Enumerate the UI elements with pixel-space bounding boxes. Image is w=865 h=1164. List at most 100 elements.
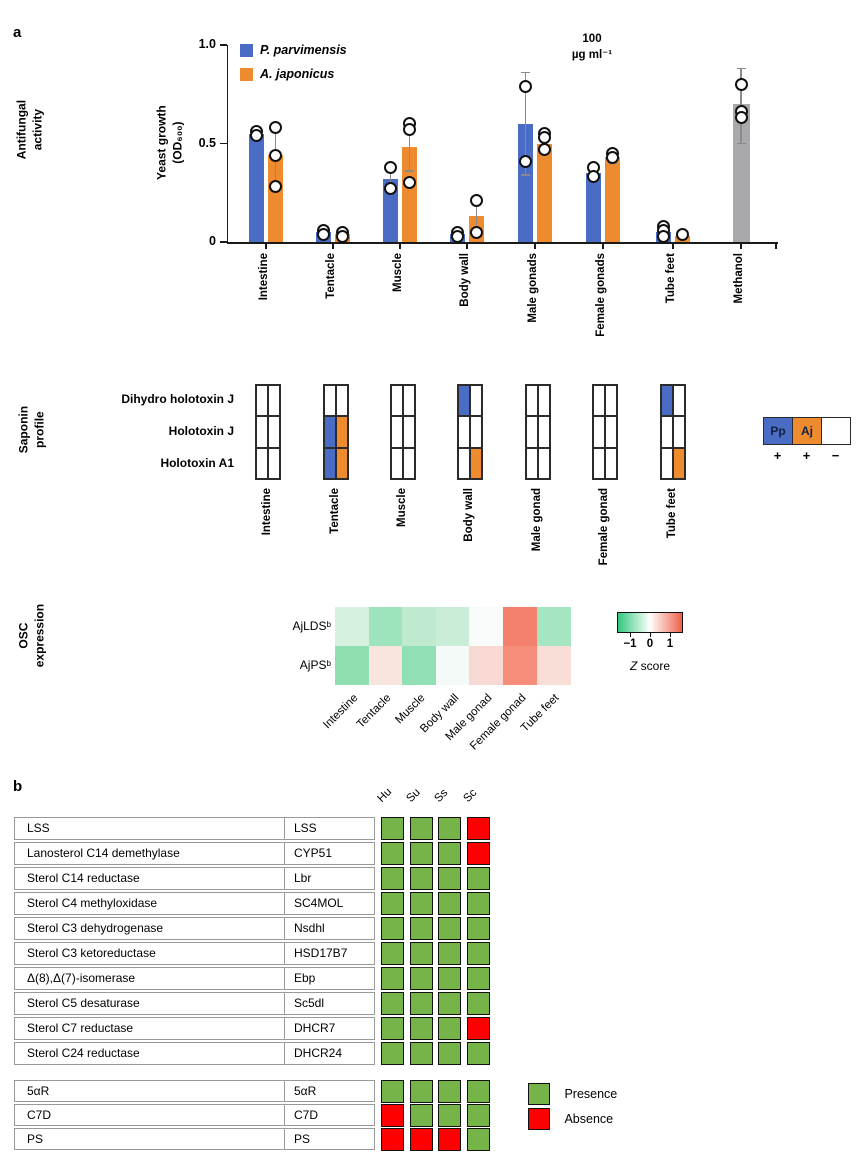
x-tick-mark <box>602 243 604 249</box>
presence-cell <box>466 1127 490 1151</box>
error-bar <box>408 123 411 172</box>
presence-cell <box>381 842 404 865</box>
saponin-grid <box>457 384 483 480</box>
p-parvimensis-swatch <box>240 43 253 57</box>
saponin-grid <box>525 384 551 480</box>
saponin-cell <box>470 385 482 417</box>
saponin-row-label: Holotoxin A1 <box>160 456 234 470</box>
heatmap-cell <box>469 646 504 685</box>
presence-cell <box>381 1017 404 1040</box>
data-point <box>606 150 619 164</box>
presence-cell <box>409 917 433 940</box>
saponin-cell <box>458 447 470 479</box>
presence-cell <box>466 1103 490 1127</box>
enzyme-name: Sterol C4 methyloxidase <box>15 893 285 914</box>
gene-name: C7D <box>294 1108 319 1122</box>
column-header: Hu <box>375 785 395 805</box>
heatmap-cell <box>402 646 437 685</box>
heatmap-cell <box>335 646 370 685</box>
presence-cell <box>466 867 490 890</box>
presence-cell <box>381 1127 404 1151</box>
enzyme-name: Sterol C5 desaturase <box>15 993 285 1014</box>
presence-cell <box>438 1127 461 1151</box>
heatmap-cell <box>536 607 571 646</box>
saponin-cell <box>661 447 673 479</box>
saponin-cell <box>605 385 617 417</box>
presence-cell <box>438 842 461 865</box>
presence-cell <box>466 1079 490 1103</box>
presence-cell <box>409 992 433 1015</box>
gene-name: SC4MOL <box>294 896 344 910</box>
enzyme-name: Sterol C24 reductase <box>15 1043 285 1064</box>
saponin-cell <box>256 447 268 479</box>
saponin-cell <box>593 447 605 479</box>
bar-chart-legend: P. parvimensis A. japonicus <box>240 38 347 86</box>
data-point <box>519 154 532 168</box>
presence-cell <box>466 967 490 990</box>
colorbar-tick-mark <box>630 633 632 637</box>
data-point <box>269 121 282 135</box>
table-row: Sterol C5 desaturase Sc5dl <box>14 992 375 1015</box>
error-bar <box>389 165 392 193</box>
a-japonicus-swatch <box>240 67 253 81</box>
heatmap-row-label: AjPSᵇ <box>299 657 331 672</box>
heatmap-cell <box>536 646 571 685</box>
table-row: PS PS <box>14 1128 375 1150</box>
table-row: Lanosterol C14 demethylase CYP51 <box>14 842 375 865</box>
table-row: Δ(8),Δ(7)-isomerase Ebp <box>14 967 375 990</box>
x-tick-mark <box>399 243 401 249</box>
y-tick-mark <box>219 241 227 243</box>
presence-cell <box>409 842 433 865</box>
gene-name: Sc5dl <box>294 996 325 1010</box>
saponin-legend-sign: + <box>802 448 811 463</box>
x-tick-mark <box>775 243 777 249</box>
presence-cell <box>438 1103 461 1127</box>
y-tick-mark <box>219 44 227 46</box>
enzyme-name: Δ(8),Δ(7)-isomerase <box>15 968 285 989</box>
table-row: LSS LSS <box>14 817 375 840</box>
gene-name: 5αR <box>294 1084 317 1098</box>
presence-swatch <box>528 1083 550 1105</box>
data-point <box>676 227 689 241</box>
presence-cell <box>438 992 461 1015</box>
presence-cell <box>466 992 490 1015</box>
presence-cell <box>381 892 404 915</box>
bar <box>586 173 601 242</box>
heatmap-cell <box>503 646 538 685</box>
colorbar-tick-label: 1 <box>666 638 674 650</box>
heatmap-cell <box>435 646 470 685</box>
presence-cell <box>466 1017 490 1040</box>
saponin-cell <box>673 416 685 448</box>
saponin-cell <box>538 385 550 417</box>
bar <box>732 104 750 242</box>
data-point <box>269 148 282 162</box>
saponin-cell <box>458 416 470 448</box>
table-row: Sterol C7 reductase DHCR7 <box>14 1017 375 1040</box>
saponin-row-label: Holotoxin J <box>168 424 234 438</box>
saponin-cell <box>661 385 673 417</box>
legend-row: P. parvimensis <box>240 38 347 62</box>
colorbar-gradient <box>617 612 683 633</box>
table-row: C7D C7D <box>14 1104 375 1126</box>
data-point <box>403 123 416 137</box>
x-axis-line <box>226 242 778 244</box>
heatmap-cell <box>435 607 470 646</box>
data-point <box>734 111 748 125</box>
y-tick-label: 1.0 <box>198 37 216 51</box>
presence-cell <box>409 892 433 915</box>
colorbar-tick-mark <box>650 633 652 637</box>
gene-name: PS <box>294 1132 311 1146</box>
presence-cell <box>381 942 404 965</box>
bar <box>518 123 533 242</box>
heatmap-cell <box>402 607 437 646</box>
data-point <box>269 180 282 194</box>
presence-cell <box>438 942 461 965</box>
x-tick-mark <box>740 243 742 249</box>
bar <box>268 155 283 242</box>
saponin-cell <box>605 447 617 479</box>
error-bar-cap <box>521 174 530 176</box>
enzyme-name: Sterol C7 reductase <box>15 1018 285 1039</box>
saponin-cell <box>256 385 268 417</box>
